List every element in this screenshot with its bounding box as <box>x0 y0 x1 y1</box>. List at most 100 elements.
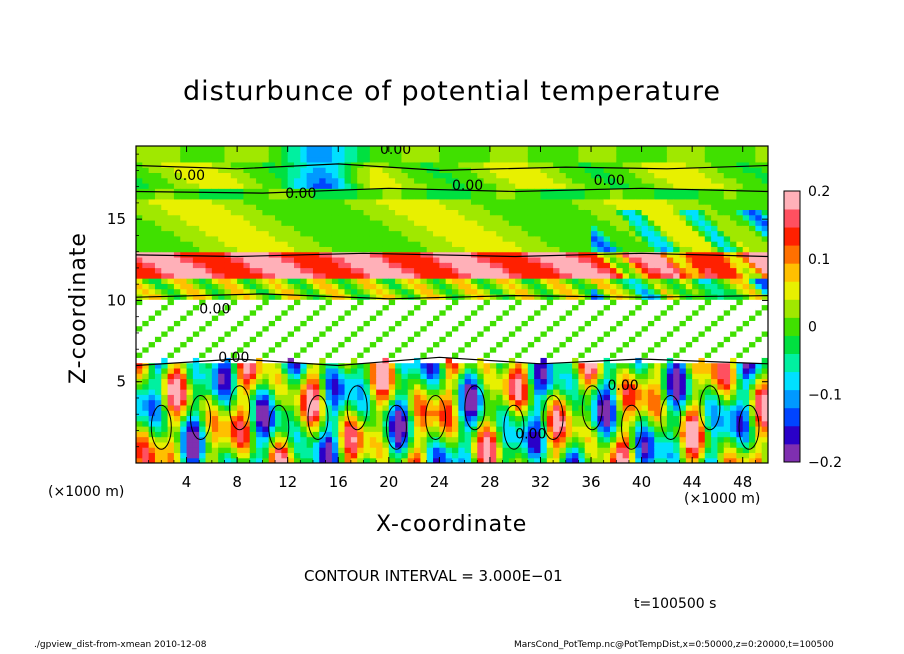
field-cell <box>508 362 516 369</box>
field-cell <box>610 182 617 189</box>
field-cell <box>433 378 440 385</box>
field-cell <box>300 193 308 200</box>
field-cell <box>211 204 219 210</box>
field-cell <box>249 272 257 279</box>
field-cell <box>502 293 510 300</box>
field-cell <box>136 357 143 364</box>
field-cell <box>331 447 339 454</box>
field-cell <box>338 182 346 189</box>
field-cell <box>483 447 491 454</box>
field-cell <box>167 336 175 343</box>
field-cell <box>610 315 617 321</box>
field-cell <box>477 373 485 380</box>
field-cell <box>489 367 497 374</box>
field-cell <box>534 315 542 321</box>
field-cell <box>439 283 447 290</box>
field-cell <box>553 246 561 253</box>
field-cell <box>527 320 535 327</box>
field-cell <box>559 241 567 247</box>
field-cell <box>464 156 472 163</box>
field-cell <box>243 404 251 411</box>
field-cell <box>192 309 200 316</box>
field-cell <box>515 410 523 417</box>
field-cell <box>363 214 371 221</box>
field-cell <box>527 172 535 179</box>
field-cell <box>565 246 573 253</box>
field-cell <box>591 167 598 174</box>
field-cell <box>584 209 592 216</box>
field-cell <box>230 225 238 232</box>
field-cell <box>268 225 276 232</box>
field-cell <box>572 362 579 369</box>
field-cell <box>281 172 289 179</box>
field-cell <box>300 288 308 295</box>
field-cell <box>199 241 207 247</box>
field-cell <box>294 177 301 184</box>
field-cell <box>477 315 485 321</box>
field-cell <box>603 378 611 385</box>
field-cell <box>205 399 213 406</box>
field-cell <box>439 288 447 295</box>
field-cell <box>584 420 592 427</box>
field-cell <box>452 325 459 332</box>
field-cell <box>230 146 238 152</box>
field-cell <box>376 267 384 274</box>
field-cell <box>502 214 510 221</box>
field-cell <box>180 219 188 226</box>
field-cell <box>331 214 339 221</box>
field-cell <box>218 309 226 316</box>
field-cell <box>306 325 314 332</box>
field-cell <box>559 293 567 300</box>
field-cell <box>338 389 346 395</box>
field-cell <box>262 410 270 417</box>
field-cell <box>628 214 636 221</box>
field-cell <box>243 362 251 369</box>
field-cell <box>136 436 143 443</box>
field-cell <box>237 315 245 321</box>
field-cell <box>167 389 175 395</box>
field-cell <box>192 441 200 448</box>
field-cell <box>382 336 390 343</box>
field-cell <box>161 182 169 189</box>
field-cell <box>502 320 510 327</box>
field-cell <box>338 309 346 316</box>
field-cell <box>565 256 573 263</box>
field-cell <box>256 188 263 195</box>
field-cell <box>578 457 586 463</box>
field-cell <box>344 204 352 210</box>
field-cell <box>294 383 301 390</box>
field-cell <box>243 209 251 216</box>
field-cell <box>363 241 371 247</box>
field-cell <box>388 146 396 152</box>
field-cell <box>502 182 510 189</box>
field-cell <box>654 161 662 168</box>
field-cell <box>591 219 598 226</box>
field-cell <box>641 299 649 306</box>
field-cell <box>559 188 567 195</box>
field-cell <box>338 235 346 242</box>
field-cell <box>294 241 301 247</box>
field-cell <box>489 172 497 179</box>
field-cell <box>376 394 384 401</box>
field-cell <box>401 325 409 332</box>
field-cell <box>312 182 320 189</box>
field-cell <box>256 161 263 168</box>
field-cell <box>369 146 377 152</box>
field-cell <box>382 362 390 369</box>
field-cell <box>433 315 440 321</box>
field-cell <box>654 304 662 311</box>
field-cell <box>515 151 523 158</box>
field-cell <box>338 256 346 263</box>
field-cell <box>237 172 245 179</box>
field-cell <box>388 357 396 364</box>
field-cell <box>243 336 251 343</box>
field-cell <box>395 156 403 163</box>
field-cell <box>363 362 371 369</box>
field-cell <box>173 315 181 321</box>
field-cell <box>622 272 630 279</box>
field-cell <box>445 283 453 290</box>
field-cell <box>477 283 485 290</box>
field-cell <box>211 167 219 174</box>
field-cell <box>439 272 447 279</box>
field-cell <box>205 256 213 263</box>
